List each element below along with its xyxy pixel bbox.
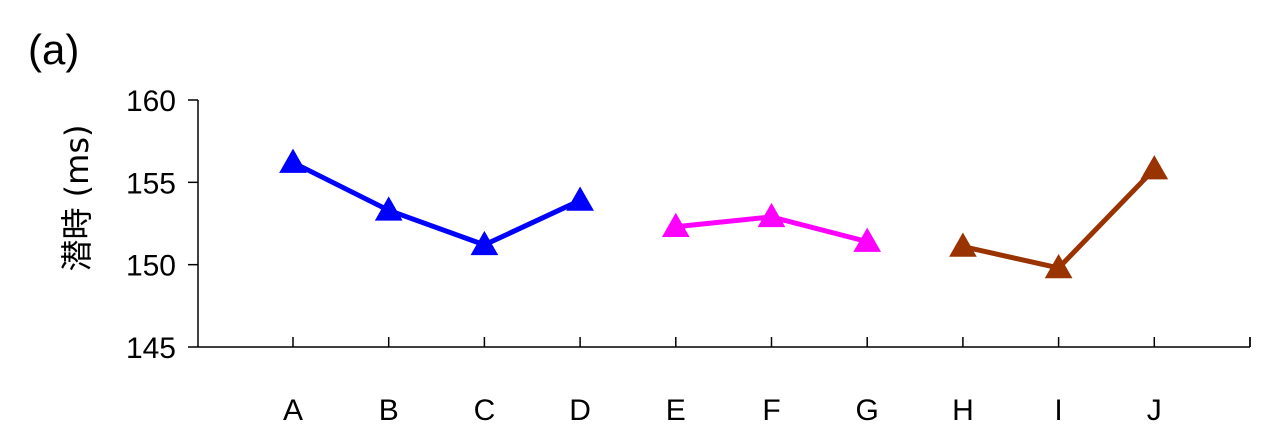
axes <box>188 99 1251 348</box>
x-tick-label: G <box>856 394 879 427</box>
x-tick-label: B <box>379 394 399 427</box>
series-2 <box>661 202 882 252</box>
data-point-triangle <box>949 232 977 257</box>
data-point-triangle <box>279 148 307 173</box>
y-tick-label: 150 <box>126 250 176 283</box>
x-tick-label: H <box>952 394 974 427</box>
y-axis-title: 潜時 (ms) <box>58 125 96 272</box>
x-tick-label: A <box>283 394 303 427</box>
data-point-triangle <box>757 202 786 228</box>
x-tick-label: F <box>762 394 780 427</box>
series-3 <box>949 155 1169 279</box>
y-tick-label: 155 <box>126 167 176 200</box>
series-layer <box>279 148 1169 279</box>
y-tick-label: 145 <box>126 332 176 365</box>
x-tick-label: D <box>569 394 591 427</box>
series-line <box>291 160 582 248</box>
x-tick-label: I <box>1054 394 1062 427</box>
series-1 <box>279 148 594 256</box>
panel-label: (a) <box>28 26 79 73</box>
y-tick-label: 160 <box>126 85 176 118</box>
data-point-triangle <box>1044 253 1073 279</box>
x-tick-label: E <box>666 394 686 427</box>
data-point-triangle <box>374 196 403 221</box>
data-point-triangle <box>470 230 499 256</box>
data-point-triangle <box>566 186 594 211</box>
data-point-triangle <box>1140 155 1169 180</box>
data-point-triangle <box>853 227 882 252</box>
x-tick-label: J <box>1147 394 1162 427</box>
x-tick-label: C <box>474 394 496 427</box>
series-line <box>962 167 1157 271</box>
data-point-triangle <box>661 212 690 238</box>
tick-labels: 145 150 155 160 A B C D E F G H I J <box>126 85 1162 427</box>
